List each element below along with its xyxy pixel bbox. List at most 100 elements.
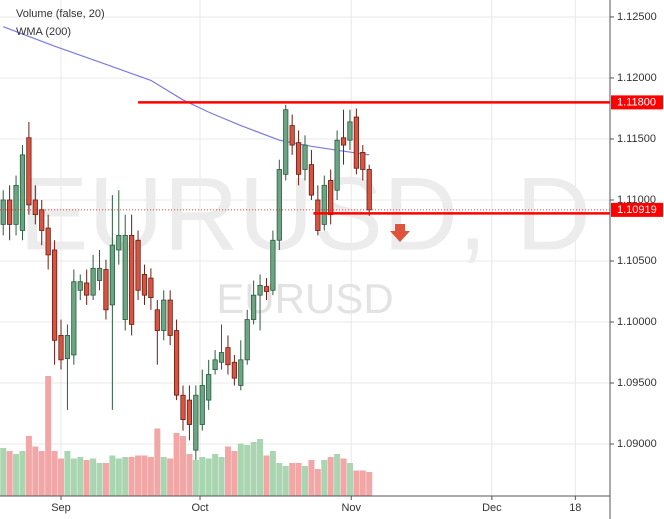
volume-bar [263,455,270,496]
wma-line [2,26,370,156]
candle-body [308,164,315,196]
volume-bar [90,458,97,496]
candle-body [251,294,257,320]
volume-bar [237,443,244,496]
volume-bar [334,454,341,496]
candle-body [7,199,13,225]
candle-body [334,139,340,191]
volume-bar [295,463,302,496]
candle-body [353,116,359,169]
y-tick-label: 1.12000 [617,72,657,84]
candle-body [64,335,71,360]
candle-body [0,199,6,225]
candle-body [347,121,353,141]
candle-body [161,299,167,331]
candle-body [340,137,347,146]
down-arrow [390,224,410,242]
volume-bar [314,469,321,496]
y-tick-label: 1.09500 [617,377,657,389]
level-label-box [611,95,663,110]
volume-bar [141,455,148,496]
volume-bar [346,463,353,496]
volume-bar [96,463,103,496]
candle-body [26,137,32,206]
volume-bar [212,454,219,496]
candle-body [315,199,321,231]
candle-body [225,347,231,366]
candle-body [360,151,366,170]
candle-body [167,299,173,336]
candle-body [71,281,77,356]
volume-bar [147,457,154,496]
volume-bar [321,460,328,496]
x-tick-label: Oct [191,502,208,514]
volume-bar [77,457,84,496]
candle-body [103,269,109,311]
candle-body [244,319,250,361]
watermark-symbol: EURUSD [216,275,393,322]
volume-bar [115,458,122,496]
candle-body [283,109,289,175]
candle-body [141,274,148,296]
volume-bar [64,451,71,496]
x-tick-label: Dec [482,502,502,514]
candle-body [77,281,83,291]
volume-bar [167,458,174,496]
legend-wma: WMA (200) [16,26,71,38]
candle-body [109,244,115,306]
candle-body [238,359,244,386]
volume-bar [276,463,283,496]
volume-bar [13,454,20,496]
volume-bar [224,446,231,496]
volume-bar [282,466,289,496]
candle-body [51,249,58,341]
candle-body [270,239,276,291]
volume-bar [308,460,315,496]
volume-bar [289,463,296,496]
volume-bar [102,463,109,496]
volume-bar [83,460,90,496]
volume-bar [186,454,193,496]
volume-bar [128,457,135,496]
candle-body [90,267,96,296]
volume-bar [122,457,129,496]
y-tick-label: 1.10500 [617,255,657,267]
candle-body [206,374,212,401]
candle-body [19,154,26,231]
level-label: 1.11800 [617,96,656,108]
volume-bar [70,458,77,496]
volume-bar [205,458,212,496]
x-tick-label: Nov [341,502,361,514]
x-tick-label: 18 [569,502,581,514]
candle-body [129,234,135,325]
volume-bar [366,472,373,496]
volume-bar [135,455,142,496]
volume-bar [269,451,276,496]
x-tick-label: Sep [51,502,71,514]
candle-body [135,239,141,291]
y-tick-label: 1.11500 [617,133,656,145]
candle-body [154,309,160,331]
volume-bar [32,446,39,496]
volume-bar [25,436,32,496]
candle-body [45,227,51,256]
volume-bar [19,451,26,496]
volume-bar [173,433,180,496]
volume-bar [231,451,238,496]
candle-body [276,169,282,241]
candle-body [84,282,90,296]
volume-bar [58,458,64,496]
candle-body [212,359,218,370]
y-tick-label: 1.09000 [617,438,657,450]
y-tick-label: 1.12500 [617,11,657,23]
candle-body [58,335,64,361]
volume-bar [109,455,116,496]
volume-bar [38,451,45,496]
volume-bar [257,439,264,496]
candle-body [122,234,128,320]
candle-body [32,199,38,216]
candle-body [295,142,302,175]
volume-bar [302,466,308,496]
last-price-box [611,202,663,217]
